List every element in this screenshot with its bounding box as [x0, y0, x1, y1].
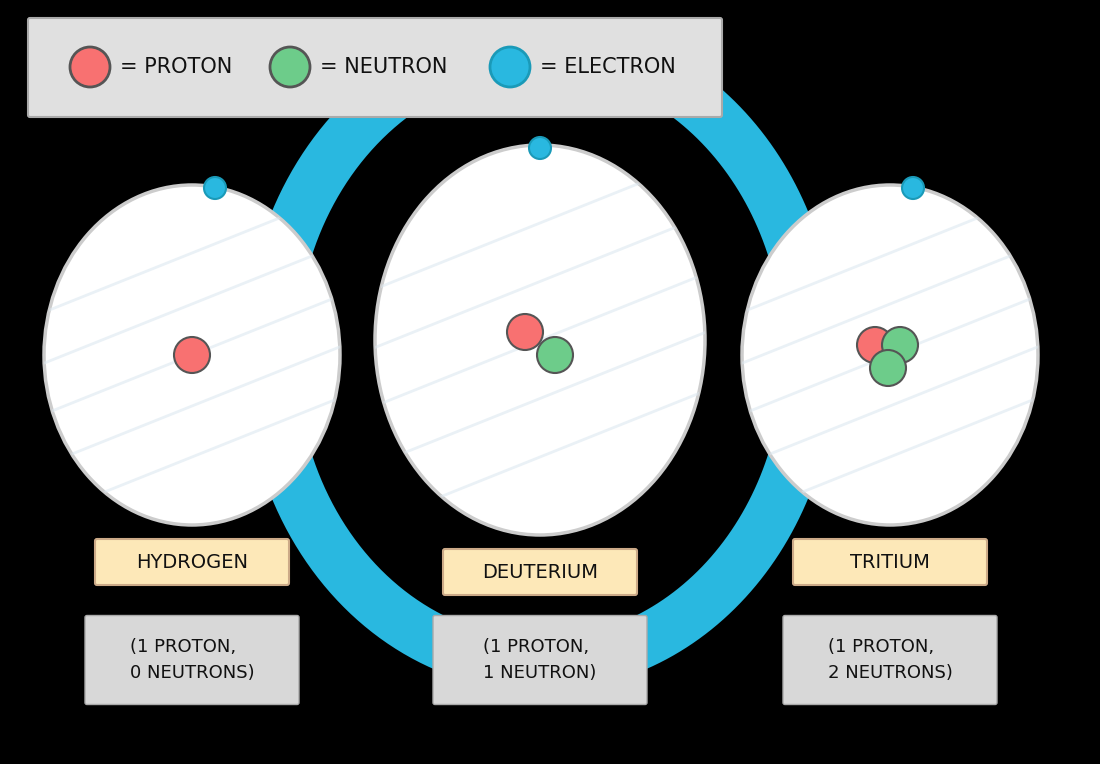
Circle shape	[870, 350, 906, 386]
Ellipse shape	[44, 185, 340, 525]
Circle shape	[70, 47, 110, 87]
Text: = PROTON: = PROTON	[120, 57, 232, 77]
Ellipse shape	[375, 145, 705, 535]
FancyBboxPatch shape	[433, 616, 647, 704]
Text: HYDROGEN: HYDROGEN	[136, 552, 248, 571]
FancyBboxPatch shape	[95, 539, 289, 585]
Circle shape	[882, 327, 918, 363]
Circle shape	[537, 337, 573, 373]
Circle shape	[204, 177, 226, 199]
Circle shape	[174, 337, 210, 373]
FancyBboxPatch shape	[783, 616, 997, 704]
Text: = ELECTRON: = ELECTRON	[540, 57, 675, 77]
Text: (1 PROTON,
2 NEUTRONS): (1 PROTON, 2 NEUTRONS)	[827, 638, 953, 682]
Text: = NEUTRON: = NEUTRON	[320, 57, 448, 77]
FancyBboxPatch shape	[793, 539, 987, 585]
Circle shape	[270, 47, 310, 87]
Text: (1 PROTON,
0 NEUTRONS): (1 PROTON, 0 NEUTRONS)	[130, 638, 254, 682]
Text: (1 PROTON,
1 NEUTRON): (1 PROTON, 1 NEUTRON)	[483, 638, 596, 682]
Text: DEUTERIUM: DEUTERIUM	[482, 562, 598, 581]
Circle shape	[507, 314, 543, 350]
FancyBboxPatch shape	[85, 616, 299, 704]
Circle shape	[857, 327, 893, 363]
Circle shape	[902, 177, 924, 199]
Circle shape	[490, 47, 530, 87]
Text: TRITIUM: TRITIUM	[850, 552, 930, 571]
Circle shape	[529, 137, 551, 159]
FancyBboxPatch shape	[443, 549, 637, 595]
FancyBboxPatch shape	[28, 18, 722, 117]
Ellipse shape	[742, 185, 1038, 525]
